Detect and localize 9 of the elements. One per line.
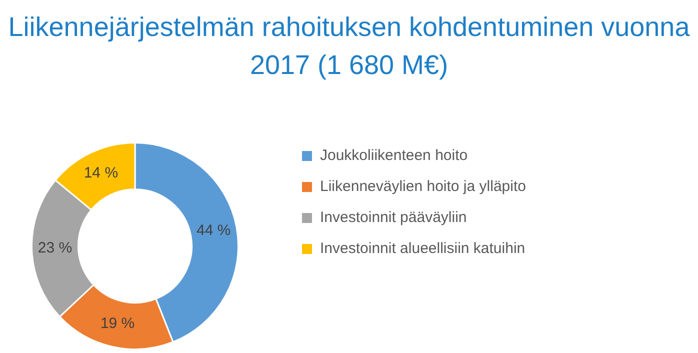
legend-label: Investoinnit pääväyliin [320,209,467,226]
data-label: 19 % [100,315,135,332]
legend-label: Joukkoliikenteen hoito [320,147,468,164]
chart-title: Liikennejärjestelmän rahoituksen kohdentuminen vuonna 2017 (1 680 M€) [7,11,691,82]
data-label: 44 % [196,222,231,240]
legend-label: Liikenneväylien hoito ja ylläpito [320,178,526,195]
legend-label: Investoinnit alueellisiin katuihin [320,240,526,257]
data-label: 14 % [84,164,118,182]
data-label: 23 % [38,240,72,257]
